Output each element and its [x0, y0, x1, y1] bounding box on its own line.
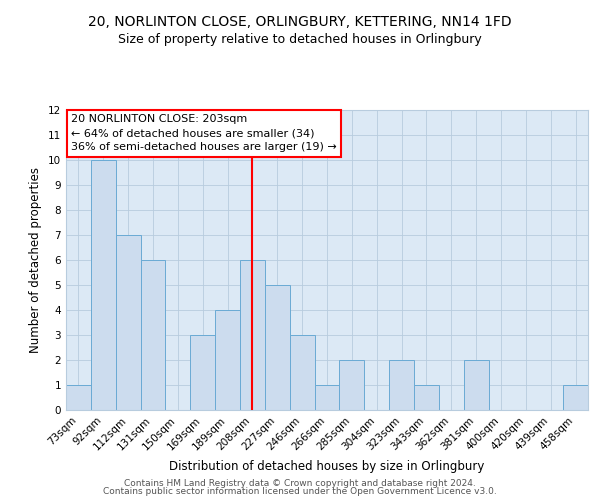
Bar [215, 310, 240, 410]
Bar [91, 160, 116, 410]
Text: Contains public sector information licensed under the Open Government Licence v3: Contains public sector information licen… [103, 487, 497, 496]
Bar [66, 385, 91, 410]
Bar [140, 260, 166, 410]
Text: Contains HM Land Registry data © Crown copyright and database right 2024.: Contains HM Land Registry data © Crown c… [124, 478, 476, 488]
X-axis label: Distribution of detached houses by size in Orlingbury: Distribution of detached houses by size … [169, 460, 485, 473]
Y-axis label: Number of detached properties: Number of detached properties [29, 167, 43, 353]
Bar [116, 235, 140, 410]
Bar [290, 335, 314, 410]
Text: 20, NORLINTON CLOSE, ORLINGBURY, KETTERING, NN14 1FD: 20, NORLINTON CLOSE, ORLINGBURY, KETTERI… [88, 15, 512, 29]
Bar [389, 360, 414, 410]
Bar [340, 360, 364, 410]
Bar [464, 360, 488, 410]
Bar [563, 385, 588, 410]
Text: 20 NORLINTON CLOSE: 203sqm
← 64% of detached houses are smaller (34)
36% of semi: 20 NORLINTON CLOSE: 203sqm ← 64% of deta… [71, 114, 337, 152]
Bar [190, 335, 215, 410]
Bar [240, 260, 265, 410]
Bar [265, 285, 290, 410]
Text: Size of property relative to detached houses in Orlingbury: Size of property relative to detached ho… [118, 32, 482, 46]
Bar [314, 385, 340, 410]
Bar [414, 385, 439, 410]
